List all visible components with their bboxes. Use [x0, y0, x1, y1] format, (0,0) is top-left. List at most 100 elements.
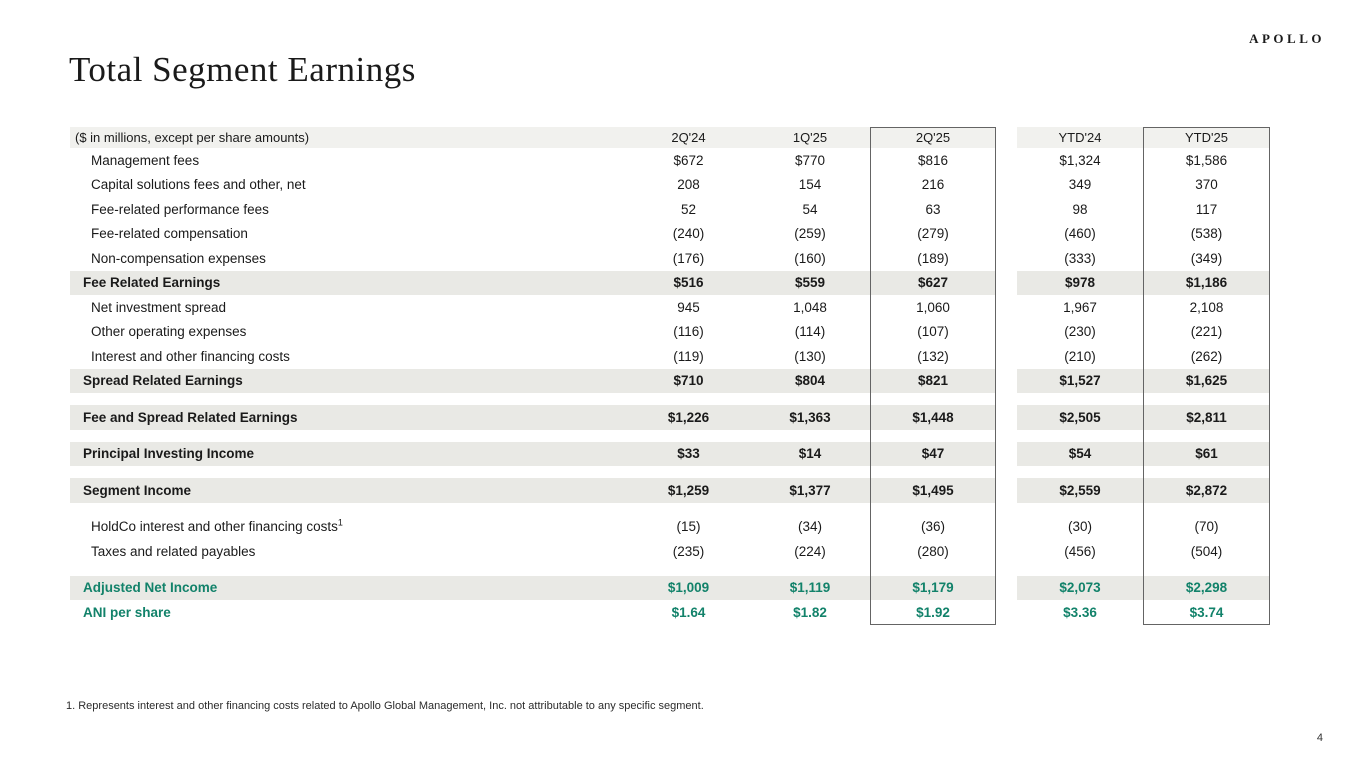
table-section-ytd: $1,527 $1,625	[1017, 368, 1270, 393]
value-cell: (224)	[794, 543, 826, 559]
table-section-ytd: $54 $61	[1017, 441, 1270, 466]
value-cell: $54	[1068, 446, 1092, 462]
section-gap	[996, 320, 1017, 345]
value-cell: $1,448	[912, 409, 954, 425]
spacer-row	[70, 430, 1270, 442]
table-section-ytd: $978 $1,186	[1017, 270, 1270, 295]
value-cell: $710	[673, 373, 704, 389]
table-section-quarters: Segment Income $1,259 $1,377 $1,495	[70, 478, 996, 503]
value-cell: $3.36	[1063, 604, 1097, 620]
apollo-logo: APOLLO	[1249, 31, 1325, 46]
value-cell: 370	[1195, 177, 1218, 193]
value-cell: 52	[680, 201, 697, 217]
value-cell: (15)	[676, 519, 701, 535]
section-gap	[996, 295, 1017, 320]
earnings-table: ($ in millions, except per share amounts…	[70, 127, 1270, 625]
section-gap	[996, 344, 1017, 369]
table-section-quarters: HoldCo interest and other financing cost…	[70, 515, 996, 540]
value-cell: $3.74	[1189, 604, 1224, 620]
section-gap	[996, 173, 1017, 198]
table-section-ytd: $2,073 $2,298	[1017, 575, 1270, 600]
column-header: YTD'25	[1185, 130, 1228, 145]
table-section-quarters: Net investment spread 945 1,048 1,060	[70, 295, 996, 320]
section-gap	[996, 539, 1017, 564]
value-cell: $804	[794, 373, 826, 389]
row-label: Adjusted Net Income	[83, 580, 218, 596]
table-section-ytd: (210) (262)	[1017, 344, 1270, 369]
column-header: YTD'24	[1058, 130, 1102, 145]
table-section-quarters: Adjusted Net Income $1,009 $1,119 $1,179	[70, 575, 996, 600]
column-header: 2Q'24	[671, 130, 706, 145]
value-cell: $33	[677, 446, 700, 462]
table-section-ytd: 98 117	[1017, 197, 1270, 222]
table-section-quarters: Principal Investing Income $33 $14 $47	[70, 441, 996, 466]
table-row: Taxes and related payables (235) (224) (280…	[70, 539, 1270, 564]
table-row: Capital solutions fees and other, net 208…	[70, 173, 1270, 198]
section-gap	[996, 442, 1017, 467]
value-cell: (130)	[794, 348, 826, 364]
value-cell: $1,324	[1059, 152, 1101, 168]
table-section-ytd: 349 370	[1017, 173, 1270, 198]
value-cell: (460)	[1064, 226, 1096, 242]
table-row: Net investment spread 945 1,048 1,060 1,967 2…	[70, 295, 1270, 320]
value-cell: $821	[917, 373, 949, 389]
value-cell: (456)	[1064, 543, 1096, 559]
value-cell: $61	[1195, 446, 1218, 462]
table-section-quarters: Spread Related Earnings $710 $804 $821	[70, 368, 996, 393]
value-cell: $1,527	[1059, 373, 1101, 389]
row-label: Capital solutions fees and other, net	[91, 177, 306, 193]
value-cell: (116)	[673, 324, 704, 340]
value-cell: (333)	[1064, 250, 1096, 266]
value-cell: $1,377	[789, 482, 831, 498]
table-section-quarters: Fee Related Earnings $516 $559 $627	[70, 270, 996, 295]
value-cell: (349)	[1190, 250, 1223, 266]
table-section-quarters: Management fees $672 $770 $816	[70, 148, 996, 173]
table-row: Segment Income $1,259 $1,377 $1,495 $2,559 $2…	[70, 478, 1270, 503]
row-label: Spread Related Earnings	[83, 373, 243, 389]
row-label: Net investment spread	[91, 299, 227, 315]
section-gap	[996, 127, 1017, 148]
value-cell: (210)	[1064, 348, 1096, 364]
value-cell: $1,625	[1185, 373, 1228, 389]
unit-label: ($ in millions, except per share amounts…	[75, 130, 310, 145]
value-cell: $1.64	[671, 604, 706, 620]
table-section-quarters: Fee-related compensation (240) (259) (279)	[70, 222, 996, 247]
value-cell: $1,179	[912, 580, 954, 596]
row-label: Non-compensation expenses	[91, 250, 266, 266]
value-cell: $978	[1064, 275, 1096, 291]
table-section-ytd: (456) (504)	[1017, 539, 1270, 564]
row-label: Taxes and related payables	[91, 543, 256, 559]
section-gap	[996, 600, 1017, 625]
value-cell: $627	[917, 275, 949, 291]
table-section-ytd: (333) (349)	[1017, 246, 1270, 271]
table-row: ANI per share $1.64 $1.82 $1.92 $3.36 $3.74	[70, 600, 1270, 625]
value-cell: (114)	[794, 324, 826, 340]
value-cell: (70)	[1194, 519, 1219, 535]
section-gap	[996, 576, 1017, 601]
value-cell: (262)	[1190, 348, 1223, 364]
table-row: Fee-related performance fees 52 54 63 98 117	[70, 197, 1270, 222]
value-cell: (189)	[917, 250, 949, 266]
slide-title: Total Segment Earnings	[69, 50, 416, 89]
table-section-quarters: ($ in millions, except per share amounts…	[70, 127, 996, 148]
value-cell: (259)	[794, 226, 826, 242]
table-row: Non-compensation expenses (176) (160) (189)…	[70, 246, 1270, 271]
table-section-quarters: Taxes and related payables (235) (224) (280…	[70, 539, 996, 564]
row-label: Management fees	[91, 152, 200, 168]
value-cell: 945	[677, 299, 700, 315]
value-cell: $2,811	[1186, 409, 1227, 425]
column-header: 1Q'25	[792, 130, 828, 145]
table-section-quarters: Interest and other financing costs (119) (…	[70, 344, 996, 369]
value-cell: 63	[925, 201, 941, 217]
value-cell: $672	[673, 152, 704, 168]
value-cell: (538)	[1190, 226, 1223, 242]
table-section-quarters: Fee-related performance fees 52 54 63	[70, 197, 996, 222]
value-cell: $2,559	[1059, 482, 1101, 498]
spacer-row	[70, 564, 1270, 576]
row-label: Fee-related performance fees	[91, 201, 269, 217]
value-cell: $1,586	[1185, 152, 1228, 168]
value-cell: (280)	[917, 543, 949, 559]
value-cell: $1,119	[789, 580, 831, 596]
section-gap	[996, 478, 1017, 503]
page-number: 4	[1316, 732, 1323, 744]
